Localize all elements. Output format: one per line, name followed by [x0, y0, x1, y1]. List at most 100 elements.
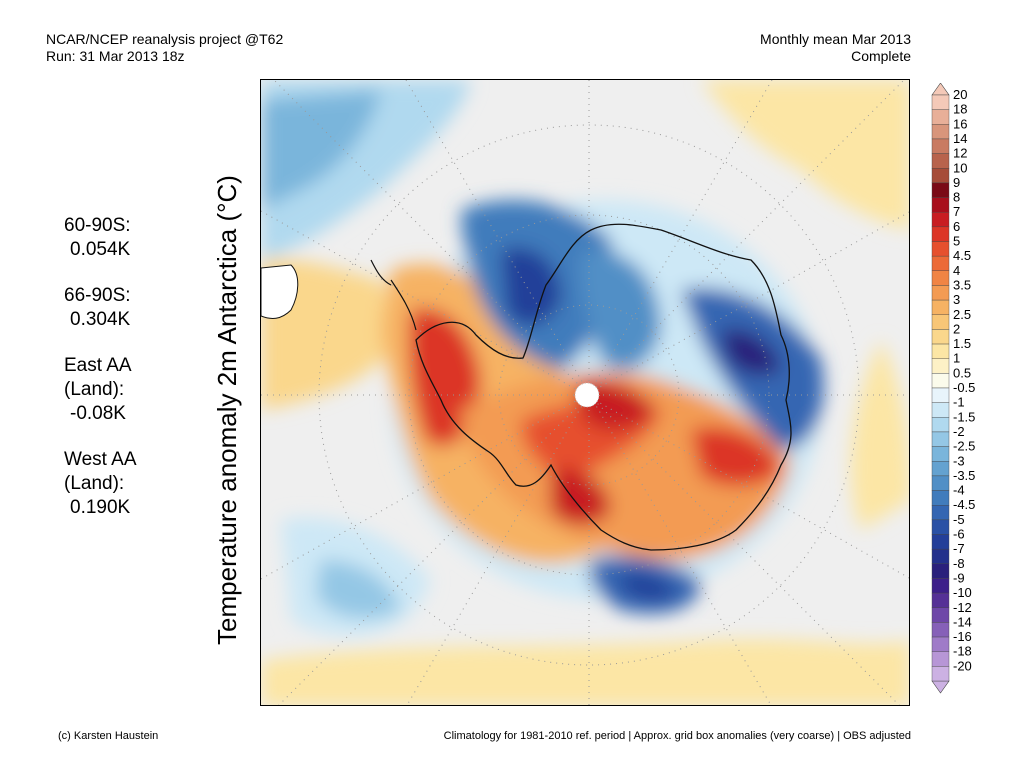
anomaly-warm-south-core	[551, 469, 611, 525]
colorbar-tick-label: 0.5	[953, 365, 971, 380]
colorbar-swatch	[931, 563, 950, 579]
colorbar-swatch	[931, 461, 950, 477]
run-date: Run: 31 Mar 2013 18z	[46, 48, 185, 64]
south-america-coastline	[261, 264, 299, 319]
anomaly-warm-right	[850, 340, 909, 530]
colorbar-swatch	[931, 490, 950, 506]
anomaly-warm-east-core	[691, 427, 781, 486]
header-left: NCAR/NCEP reanalysis project @T62 Run: 3…	[46, 31, 283, 65]
colorbar-tick-label: 18	[953, 102, 967, 117]
colorbar-min-triangle	[931, 680, 950, 694]
colorbar-tick-label: -0.5	[953, 380, 975, 395]
colorbar-tick-label: 16	[953, 116, 967, 131]
colorbar-swatch	[931, 226, 950, 242]
colorbar-tick-label: -12	[953, 600, 972, 615]
colorbar-tick-label: -6	[953, 527, 965, 542]
period-title: Monthly mean Mar 2013	[760, 31, 911, 47]
colorbar-swatch	[931, 124, 950, 140]
colorbar-swatch	[931, 651, 950, 667]
colorbar-swatch	[931, 138, 950, 154]
colorbar-tick-label: -4.5	[953, 497, 975, 512]
regional-stats: 60-90S: 0.054K 66-90S: 0.304K East AA (L…	[64, 214, 214, 542]
colorbar-tick-label: 12	[953, 146, 967, 161]
colorbar-swatch	[931, 534, 950, 550]
colorbar-tick-label: 8	[953, 190, 960, 205]
colorbar-tick-label: -8	[953, 556, 965, 571]
colorbar-swatch	[931, 636, 950, 652]
stat-region: 66-90S:	[64, 285, 131, 306]
colorbar-swatch	[931, 329, 950, 345]
colorbar-swatch	[931, 446, 950, 462]
colorbar-swatch	[931, 592, 950, 608]
colorbar-tick-label: -4	[953, 483, 965, 498]
colorbar-swatch	[931, 168, 950, 184]
colorbar-swatch	[931, 402, 950, 418]
stat-region: 60-90S:	[64, 215, 131, 236]
colorbar-swatch	[931, 431, 950, 447]
colorbar-tick-label: 20	[953, 87, 967, 102]
anomaly-map	[260, 79, 910, 706]
anomaly-warm-top-right	[701, 80, 909, 230]
anomaly-cold-weddell-core	[501, 247, 561, 327]
colorbar-tick-label: 3	[953, 292, 960, 307]
colorbar-swatch	[931, 241, 950, 257]
colorbar-tick-label: 6	[953, 219, 960, 234]
colorbar-swatch	[931, 607, 950, 623]
colorbar-swatch	[931, 255, 950, 271]
colorbar-swatch	[931, 622, 950, 638]
colorbar-swatch	[931, 182, 950, 198]
colorbar-tick-label: 2.5	[953, 307, 971, 322]
map-axis-label: Temperature anomaly 2m Antarctica (°C)	[212, 175, 242, 645]
footer-note: Climatology for 1981-2010 ref. period | …	[443, 730, 911, 742]
colorbar-tick-label: -9	[953, 570, 965, 585]
stat-value: -0.08K	[70, 403, 126, 424]
colorbar-swatch	[931, 373, 950, 389]
stat-region: West AA	[64, 449, 137, 470]
anomaly-cold-ross-sea-core	[621, 573, 676, 601]
colorbar-tick-label: -20	[953, 658, 972, 673]
colorbar-tick-label: 1	[953, 351, 960, 366]
colorbar-swatch	[931, 387, 950, 403]
colorbar-tick-label: -3.5	[953, 468, 975, 483]
colorbar-swatch	[931, 285, 950, 301]
anomaly-cool-top-left-core	[261, 90, 381, 210]
stat-west-aa: West AA (Land): 0.190K	[64, 448, 214, 520]
colorbar-swatch	[931, 94, 950, 110]
antarctic-peninsula-coastline	[370, 259, 417, 331]
anomaly-warm-bottom	[261, 638, 909, 705]
colorbar-tick-label: -2.5	[953, 439, 975, 454]
colorbar-swatch	[931, 578, 950, 594]
colorbar-swatch	[931, 343, 950, 359]
colorbar-swatch	[931, 548, 950, 564]
colorbar-tick-label: 3.5	[953, 277, 971, 292]
colorbar-tick-label: -1	[953, 395, 965, 410]
colorbar-tick-label: 1.5	[953, 336, 971, 351]
colorbar-tick-label: -10	[953, 585, 972, 600]
colorbar: 201816141210987654.543.532.521.510.5-0.5…	[931, 83, 975, 694]
colorbar-swatch	[931, 211, 950, 228]
colorbar-swatch	[931, 417, 950, 433]
colorbar-swatch	[931, 666, 950, 682]
colorbar-tick-label: -5	[953, 512, 965, 527]
colorbar-swatch	[931, 109, 950, 125]
south-pole-marker	[574, 382, 600, 408]
antarctica-coastline	[415, 223, 792, 551]
colorbar-swatch	[931, 314, 950, 330]
colorbar-swatch	[931, 358, 950, 374]
colorbar-tick-label: 4	[953, 263, 960, 278]
colorbar-tick-label: 14	[953, 131, 967, 146]
status-label: Complete	[851, 48, 911, 64]
anomaly-cold-central	[579, 249, 661, 370]
colorbar-swatch	[931, 270, 950, 286]
stat-66-90s: 66-90S: 0.304K	[64, 284, 214, 332]
colorbar-tick-label: -1.5	[953, 409, 975, 424]
stat-value: 0.054K	[70, 239, 131, 260]
colorbar-tick-label: -3	[953, 453, 965, 468]
colorbar-swatch	[931, 153, 950, 169]
stat-value: 0.304K	[70, 309, 131, 330]
header-right: Monthly mean Mar 2013 Complete	[760, 31, 911, 65]
colorbar-max-triangle	[931, 83, 950, 96]
colorbar-tick-label: -16	[953, 629, 972, 644]
colorbar-tick-label: 7	[953, 204, 960, 219]
colorbar-tick-label: 5	[953, 234, 960, 249]
